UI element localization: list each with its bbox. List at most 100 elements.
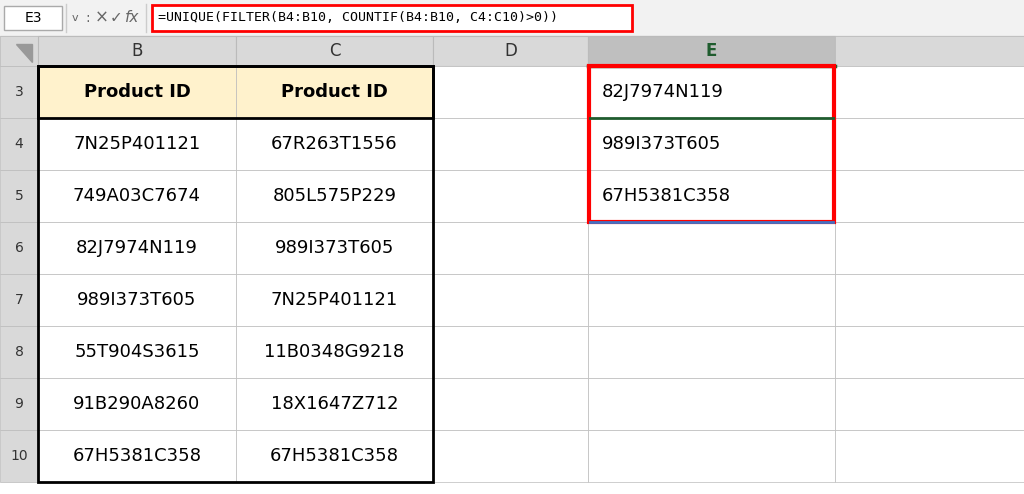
Bar (236, 378, 433, 430)
Bar (835, 118, 1024, 170)
Bar (835, 430, 1024, 482)
Bar (588, 118, 835, 170)
Bar (835, 170, 1024, 222)
Bar (236, 430, 433, 482)
Bar (835, 66, 1024, 118)
Bar (588, 66, 835, 118)
Text: 5: 5 (14, 189, 24, 203)
Text: 8: 8 (14, 345, 24, 359)
Text: D: D (504, 42, 517, 60)
Bar (4, 6, 62, 30)
Bar (0, 0, 1024, 36)
Bar (38, 66, 433, 118)
Bar (433, 66, 588, 118)
Bar (152, 5, 632, 31)
Text: 67H5381C358: 67H5381C358 (270, 447, 399, 465)
Bar (433, 378, 588, 430)
Text: 989I373T605: 989I373T605 (274, 239, 394, 257)
Text: 989I373T605: 989I373T605 (602, 135, 721, 153)
Text: 55T904S3615: 55T904S3615 (75, 343, 200, 361)
Bar (433, 274, 588, 326)
Text: fx: fx (125, 10, 139, 26)
Text: ×: × (95, 9, 109, 27)
Bar (588, 326, 835, 378)
Text: 67R263T1556: 67R263T1556 (271, 135, 397, 153)
Bar (588, 274, 835, 326)
Bar (0, 36, 38, 66)
Bar (588, 378, 835, 430)
Bar (588, 36, 835, 66)
Text: 805L575P229: 805L575P229 (272, 187, 396, 205)
Text: =UNIQUE(FILTER(B4:B10, COUNTIF(B4:B10, C4:C10)>0)): =UNIQUE(FILTER(B4:B10, COUNTIF(B4:B10, C… (158, 11, 558, 25)
Bar (38, 430, 236, 482)
Bar (38, 170, 236, 222)
Text: 82J7974N119: 82J7974N119 (602, 83, 724, 101)
Bar (38, 274, 236, 326)
Bar (38, 36, 236, 66)
Bar (0, 118, 38, 170)
Bar (38, 378, 236, 430)
Text: Product ID: Product ID (84, 83, 190, 101)
Bar (835, 222, 1024, 274)
Text: v: v (72, 13, 78, 23)
Bar (38, 118, 236, 170)
Bar (433, 170, 588, 222)
Text: :: : (86, 11, 90, 25)
Bar (588, 222, 835, 274)
Bar (236, 66, 433, 118)
Bar (236, 274, 433, 326)
Bar (835, 326, 1024, 378)
Text: 10: 10 (10, 449, 28, 463)
Text: 18X1647Z712: 18X1647Z712 (270, 395, 398, 413)
Text: 91B290A8260: 91B290A8260 (74, 395, 201, 413)
Bar (0, 378, 38, 430)
Bar (835, 36, 1024, 66)
Text: 67H5381C358: 67H5381C358 (73, 447, 202, 465)
Bar (835, 378, 1024, 430)
Text: ✓: ✓ (110, 10, 123, 26)
Text: 9: 9 (14, 397, 24, 411)
Text: 989I373T605: 989I373T605 (78, 291, 197, 309)
Bar (38, 222, 236, 274)
Text: E3: E3 (25, 11, 42, 25)
Bar (236, 118, 433, 170)
Bar (0, 170, 38, 222)
Bar (236, 326, 433, 378)
Bar (835, 274, 1024, 326)
Bar (589, 66, 834, 222)
Bar (0, 274, 38, 326)
Polygon shape (16, 44, 32, 62)
Bar (236, 170, 433, 222)
Text: 7: 7 (14, 293, 24, 307)
Text: 6: 6 (14, 241, 24, 255)
Bar (236, 36, 433, 66)
Text: 67H5381C358: 67H5381C358 (602, 187, 731, 205)
Text: 4: 4 (14, 137, 24, 151)
Text: 749A03C7674: 749A03C7674 (73, 187, 201, 205)
Bar (38, 66, 433, 482)
Bar (236, 222, 433, 274)
Bar (433, 36, 588, 66)
Text: B: B (131, 42, 142, 60)
Text: 7N25P401121: 7N25P401121 (74, 135, 201, 153)
Bar (0, 326, 38, 378)
Bar (38, 326, 236, 378)
Text: 82J7974N119: 82J7974N119 (76, 239, 198, 257)
Bar (433, 430, 588, 482)
Text: 3: 3 (14, 85, 24, 99)
Text: 7N25P401121: 7N25P401121 (271, 291, 398, 309)
Bar (0, 222, 38, 274)
Bar (433, 222, 588, 274)
Text: E: E (706, 42, 717, 60)
Bar (588, 430, 835, 482)
Bar (433, 118, 588, 170)
Text: C: C (329, 42, 340, 60)
Text: Product ID: Product ID (281, 83, 388, 101)
Text: 11B0348G9218: 11B0348G9218 (264, 343, 404, 361)
Bar (0, 66, 38, 118)
Bar (0, 36, 1024, 66)
Bar (0, 430, 38, 482)
Bar (38, 66, 236, 118)
Bar (433, 326, 588, 378)
Bar (588, 170, 835, 222)
